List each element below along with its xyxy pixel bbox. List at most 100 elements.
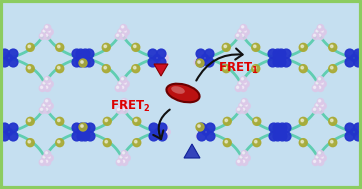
Circle shape xyxy=(315,155,321,161)
Circle shape xyxy=(122,152,125,154)
Circle shape xyxy=(85,58,94,67)
Circle shape xyxy=(279,125,286,131)
Circle shape xyxy=(278,132,287,141)
Circle shape xyxy=(243,100,245,102)
Circle shape xyxy=(46,26,48,28)
Circle shape xyxy=(42,81,48,87)
Circle shape xyxy=(125,156,127,158)
Polygon shape xyxy=(184,144,200,158)
Circle shape xyxy=(319,100,321,102)
Circle shape xyxy=(157,55,163,61)
Circle shape xyxy=(222,43,230,51)
Circle shape xyxy=(268,49,277,58)
Circle shape xyxy=(329,139,337,147)
Circle shape xyxy=(301,119,303,122)
Circle shape xyxy=(44,159,51,166)
Circle shape xyxy=(235,33,242,40)
Circle shape xyxy=(299,117,307,125)
Circle shape xyxy=(164,129,170,135)
Circle shape xyxy=(200,130,202,132)
Circle shape xyxy=(245,104,247,106)
Circle shape xyxy=(319,152,321,154)
Circle shape xyxy=(350,54,358,62)
Circle shape xyxy=(245,156,247,158)
Circle shape xyxy=(206,123,215,132)
Circle shape xyxy=(237,160,240,163)
Circle shape xyxy=(313,34,316,36)
Circle shape xyxy=(201,52,203,54)
Circle shape xyxy=(317,25,324,31)
Circle shape xyxy=(165,130,167,132)
Circle shape xyxy=(82,50,89,57)
Circle shape xyxy=(243,81,249,87)
Circle shape xyxy=(44,107,51,114)
Circle shape xyxy=(299,139,307,147)
Circle shape xyxy=(84,126,86,128)
Circle shape xyxy=(282,55,288,61)
Circle shape xyxy=(9,49,18,58)
Circle shape xyxy=(158,56,160,58)
Circle shape xyxy=(281,126,283,128)
Circle shape xyxy=(72,58,81,67)
Circle shape xyxy=(202,55,208,61)
Circle shape xyxy=(205,130,207,132)
Circle shape xyxy=(103,117,111,125)
Circle shape xyxy=(26,43,34,51)
Circle shape xyxy=(158,123,167,132)
Circle shape xyxy=(46,108,48,110)
Circle shape xyxy=(47,103,53,109)
Circle shape xyxy=(81,123,90,132)
Circle shape xyxy=(47,81,53,87)
Circle shape xyxy=(241,159,248,166)
Circle shape xyxy=(279,59,286,66)
Circle shape xyxy=(72,123,81,132)
Circle shape xyxy=(319,160,321,163)
Circle shape xyxy=(254,140,257,143)
Circle shape xyxy=(320,81,326,87)
Circle shape xyxy=(345,58,354,67)
Circle shape xyxy=(46,34,48,36)
Circle shape xyxy=(201,125,208,131)
Circle shape xyxy=(121,107,128,114)
Circle shape xyxy=(46,86,48,88)
FancyArrowPatch shape xyxy=(153,110,170,139)
Circle shape xyxy=(205,49,214,58)
Circle shape xyxy=(85,129,91,135)
Circle shape xyxy=(120,77,127,83)
Circle shape xyxy=(153,54,160,62)
Circle shape xyxy=(317,98,324,105)
Circle shape xyxy=(72,132,81,141)
Circle shape xyxy=(118,29,124,35)
Circle shape xyxy=(39,85,46,91)
Circle shape xyxy=(269,123,278,132)
Circle shape xyxy=(197,55,203,61)
Circle shape xyxy=(199,129,205,135)
Circle shape xyxy=(281,52,283,54)
Circle shape xyxy=(241,26,244,28)
Circle shape xyxy=(156,133,163,139)
Circle shape xyxy=(225,119,228,122)
Circle shape xyxy=(0,49,9,58)
Circle shape xyxy=(41,108,43,110)
Circle shape xyxy=(274,133,281,139)
Circle shape xyxy=(273,54,281,62)
Circle shape xyxy=(115,85,122,91)
Circle shape xyxy=(317,150,324,157)
Circle shape xyxy=(282,58,291,67)
Circle shape xyxy=(41,86,43,88)
Circle shape xyxy=(163,126,165,128)
Circle shape xyxy=(321,104,323,106)
Circle shape xyxy=(77,132,87,141)
Circle shape xyxy=(44,85,51,91)
Circle shape xyxy=(317,85,324,91)
Circle shape xyxy=(196,59,204,67)
Circle shape xyxy=(124,103,130,109)
Circle shape xyxy=(103,139,111,147)
Circle shape xyxy=(354,49,362,58)
Circle shape xyxy=(148,49,157,58)
Text: $\mathbf{FRET_2}$: $\mathbf{FRET_2}$ xyxy=(110,99,150,114)
Circle shape xyxy=(240,104,242,106)
Circle shape xyxy=(315,29,321,35)
Circle shape xyxy=(320,103,326,109)
Circle shape xyxy=(277,58,286,67)
